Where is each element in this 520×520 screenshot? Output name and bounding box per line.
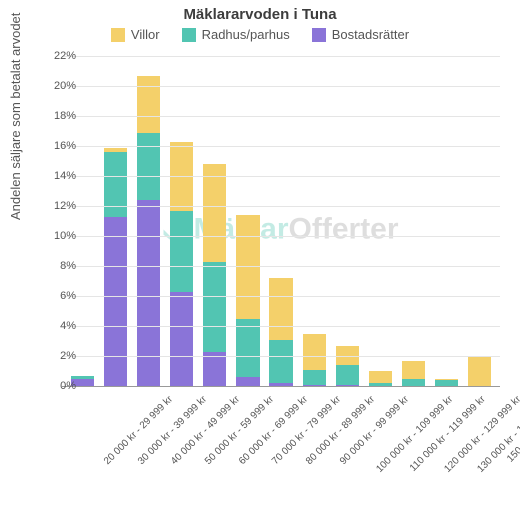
legend-item-radhus: Radhus/parhus	[182, 27, 290, 42]
bar-slot	[132, 56, 165, 386]
seg-villor	[468, 356, 491, 386]
legend-item-villor: Villor	[111, 27, 160, 42]
legend-swatch-villor	[111, 28, 125, 42]
y-tick-label: 2%	[42, 350, 76, 362]
bar-slot	[364, 56, 397, 386]
bar-slot	[397, 56, 430, 386]
bar-slot	[165, 56, 198, 386]
seg-bostadsratter	[170, 292, 193, 387]
bar-slot	[264, 56, 297, 386]
bar-stack	[369, 371, 392, 386]
bar-slot	[331, 56, 364, 386]
seg-radhus	[137, 133, 160, 201]
y-tick-label: 22%	[42, 50, 76, 62]
seg-bostadsratter	[137, 200, 160, 386]
gridline	[62, 176, 500, 177]
plot: MäklarOfferter	[62, 56, 500, 387]
y-tick-label: 14%	[42, 170, 76, 182]
seg-radhus	[402, 379, 425, 387]
bar-slot	[198, 56, 231, 386]
gridline	[62, 206, 500, 207]
bar-stack	[170, 142, 193, 387]
legend-label-radhus: Radhus/parhus	[202, 27, 290, 42]
bar-stack	[435, 379, 458, 387]
y-tick-label: 6%	[42, 290, 76, 302]
seg-radhus	[170, 211, 193, 292]
bar-slot	[231, 56, 264, 386]
seg-bostadsratter	[303, 385, 326, 387]
gridline	[62, 296, 500, 297]
gridline	[62, 86, 500, 87]
bar-stack	[303, 334, 326, 387]
y-tick-label: 10%	[42, 230, 76, 242]
gridline	[62, 146, 500, 147]
chart-container: Mäklararvoden i Tuna Villor Radhus/parhu…	[0, 0, 520, 520]
gridline	[62, 356, 500, 357]
gridline	[62, 326, 500, 327]
legend-label-bostadsratter: Bostadsrätter	[332, 27, 409, 42]
bars	[62, 56, 500, 386]
seg-bostadsratter	[336, 385, 359, 387]
bar-slot	[99, 56, 132, 386]
y-tick-label: 20%	[42, 80, 76, 92]
plot-area: MäklarOfferter	[62, 56, 500, 386]
seg-villor	[369, 371, 392, 383]
legend-swatch-bostadsratter	[312, 28, 326, 42]
seg-villor	[137, 76, 160, 133]
seg-villor	[303, 334, 326, 370]
bar-stack	[468, 356, 491, 386]
bar-stack	[336, 346, 359, 387]
bar-stack	[203, 164, 226, 386]
seg-radhus	[203, 262, 226, 352]
chart-title: Mäklararvoden i Tuna	[0, 0, 520, 23]
y-tick-label: 0%	[42, 380, 76, 392]
gridline	[62, 236, 500, 237]
y-tick-label: 16%	[42, 140, 76, 152]
seg-radhus	[435, 380, 458, 386]
y-tick-label: 18%	[42, 110, 76, 122]
legend-label-villor: Villor	[131, 27, 160, 42]
seg-villor	[203, 164, 226, 262]
seg-radhus	[303, 370, 326, 385]
seg-radhus	[236, 319, 259, 378]
legend-swatch-radhus	[182, 28, 196, 42]
bar-stack	[402, 361, 425, 387]
seg-bostadsratter	[236, 377, 259, 386]
gridline	[62, 266, 500, 267]
y-tick-label: 8%	[42, 260, 76, 272]
seg-radhus	[269, 340, 292, 384]
seg-bostadsratter	[104, 217, 127, 387]
y-axis-label: Andelen säljare som betalat arvodet	[8, 13, 23, 220]
bar-slot	[298, 56, 331, 386]
y-tick-label: 4%	[42, 320, 76, 332]
y-tick-label: 12%	[42, 200, 76, 212]
bar-slot	[66, 56, 99, 386]
gridline	[62, 56, 500, 57]
seg-villor	[402, 361, 425, 379]
legend-item-bostadsratter: Bostadsrätter	[312, 27, 409, 42]
bar-stack	[269, 278, 292, 386]
bar-slot	[430, 56, 463, 386]
x-axis-labels: 20 000 kr - 29 999 kr30 000 kr - 39 999 …	[62, 390, 500, 510]
seg-villor	[269, 278, 292, 340]
seg-bostadsratter	[269, 383, 292, 386]
legend: Villor Radhus/parhus Bostadsrätter	[0, 27, 520, 42]
seg-radhus	[369, 383, 392, 386]
gridline	[62, 116, 500, 117]
seg-radhus	[336, 365, 359, 385]
bar-slot	[463, 56, 496, 386]
bar-stack	[236, 215, 259, 386]
bar-stack	[137, 76, 160, 387]
